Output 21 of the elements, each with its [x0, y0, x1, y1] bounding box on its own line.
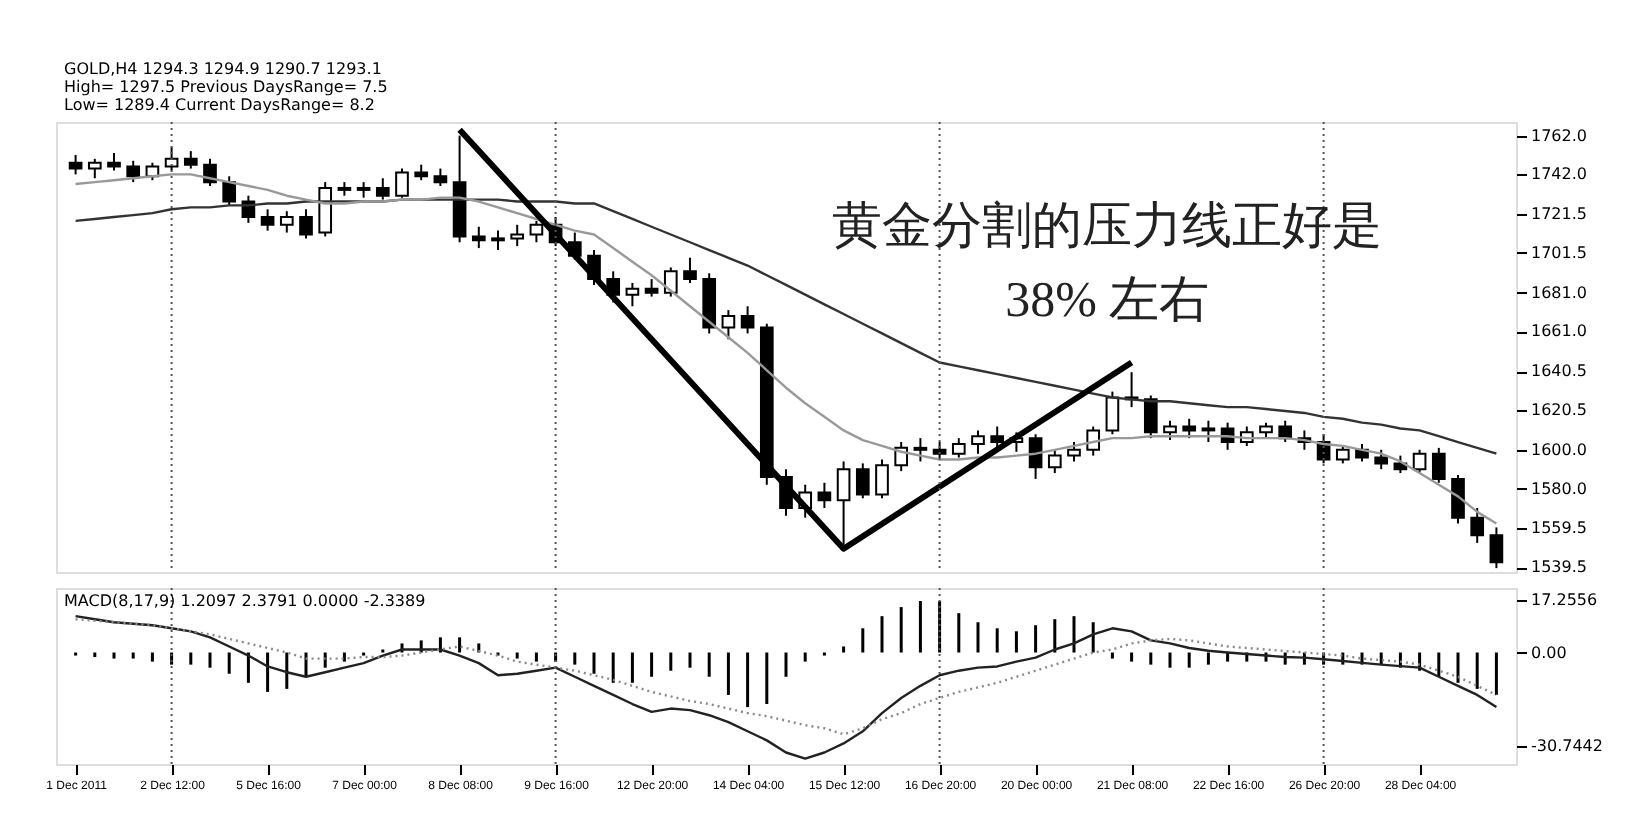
y-tick-label: 1681.0 [1531, 283, 1587, 302]
annotation: MACD(8,17,9) 1.2097 2.3791 0.0000 -2.3389 [64, 592, 426, 610]
annotation: 38% 左右 [1005, 274, 1210, 328]
y-tick-label: 1600.0 [1531, 440, 1587, 459]
y-tick-label: 1762.0 [1531, 126, 1587, 145]
text: Low= 1289.4 Current DaysRange= 8.2 [64, 96, 375, 114]
y-tick-label: 0.00 [1531, 643, 1567, 662]
y-tick-label: 1620.5 [1531, 401, 1587, 420]
y-tick-label: 17.2556 [1531, 591, 1598, 610]
annotation: 黄金分割的压力线正好是 [832, 200, 1383, 254]
text: High= 1297.5 Previous DaysRange= 7.5 [64, 78, 388, 96]
y-tick-label: 1661.0 [1531, 322, 1587, 341]
y-tick-label: 1559.5 [1531, 519, 1587, 538]
y-tick-label: 1640.5 [1531, 362, 1587, 381]
text: GOLD,H4 1294.3 1294.9 1290.7 1293.1 [64, 60, 382, 78]
y-tick-label: 1721.5 [1531, 205, 1587, 224]
y-tick-label: 1580.0 [1531, 479, 1587, 498]
y-tick-label: 1701.5 [1531, 243, 1587, 262]
y-tick-label: 1539.5 [1531, 558, 1587, 577]
y-tick-label: -30.7442 [1531, 736, 1603, 755]
y-tick-label: 1742.0 [1531, 165, 1587, 184]
